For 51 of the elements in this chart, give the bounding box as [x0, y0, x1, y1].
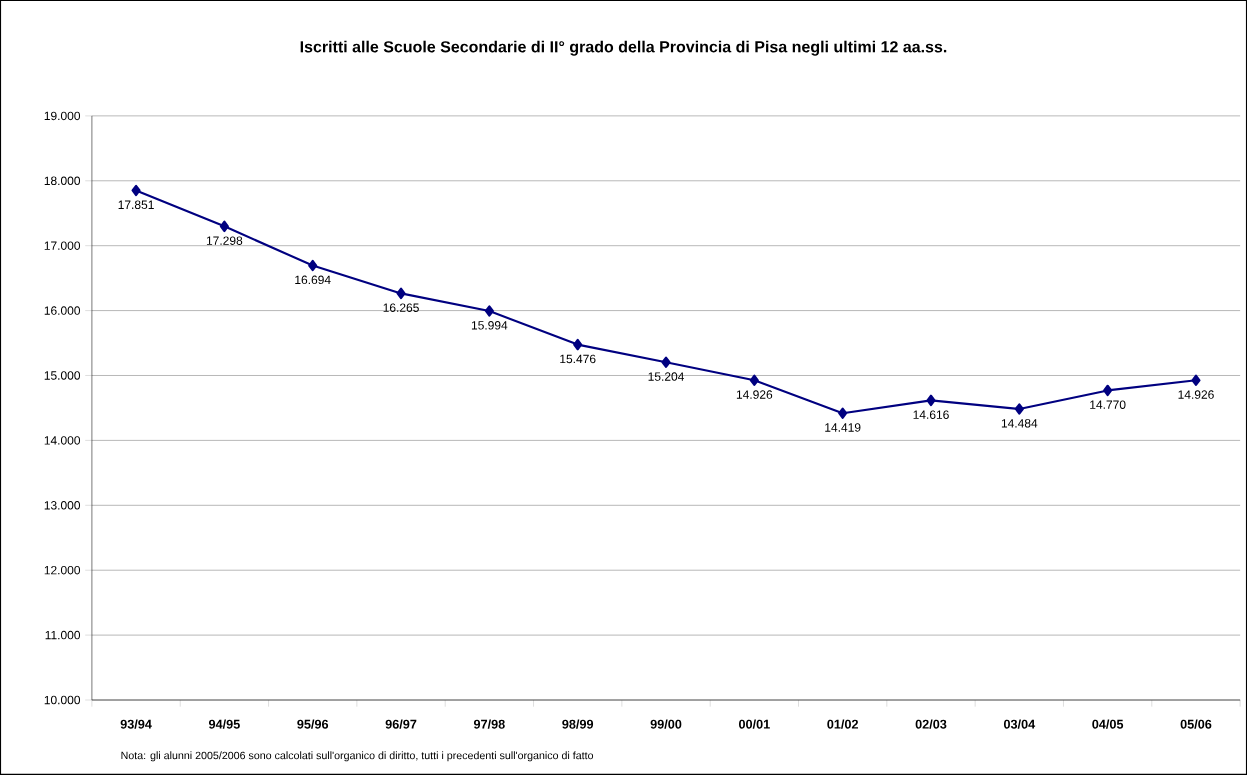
x-tick-label: 96/97 — [385, 719, 417, 729]
x-tick-label: 02/03 — [915, 719, 947, 729]
y-tick-label: 13.000 — [44, 501, 81, 510]
point — [1103, 384, 1113, 397]
point — [926, 394, 936, 407]
x-tick-label: 04/05 — [1092, 719, 1124, 729]
data-label: 15.994 — [471, 321, 508, 330]
y-tick-label: 17.000 — [44, 241, 81, 250]
data-label: 15.476 — [560, 354, 596, 364]
data-label: 15.204 — [648, 372, 685, 381]
point — [396, 287, 406, 300]
data-label: 14.926 — [736, 390, 773, 399]
data-label: 14.484 — [1001, 419, 1038, 428]
y-tick-label: 14.000 — [44, 436, 81, 445]
x-tick-label: 01/02 — [827, 719, 859, 729]
data-label: 14.419 — [825, 423, 861, 432]
x-tick-label: 94/95 — [208, 719, 240, 729]
data-label: 16.265 — [383, 303, 419, 312]
y-tick-label: 10.000 — [44, 695, 81, 705]
y-tick-label: 16.000 — [44, 306, 81, 315]
x-tick-label: 03/04 — [1003, 719, 1036, 729]
y-tick-label: 12.000 — [44, 565, 81, 575]
y-tick-label: 19.000 — [44, 111, 81, 121]
data-label: 17.851 — [118, 200, 154, 210]
data-label: 14.770 — [1090, 400, 1126, 410]
x-tick-label: 93/94 — [120, 719, 152, 729]
data-label: 17.298 — [206, 236, 243, 245]
y-tick-label: 11.000 — [45, 630, 81, 640]
x-tick-label: 99/00 — [650, 719, 682, 729]
x-tick-label: 95/96 — [297, 719, 329, 729]
chart-title: Iscritti alle Scuole Secondarie di II° grado della Provincia di Pisa negli ultimi 12 aa.ss. — [300, 40, 947, 56]
x-tick-label: 98/99 — [562, 719, 594, 729]
point — [838, 407, 848, 419]
point — [1191, 374, 1201, 387]
data-label: 14.926 — [1178, 390, 1214, 399]
y-tick-label: 15.000 — [44, 371, 81, 380]
point — [131, 184, 141, 197]
point — [219, 220, 229, 233]
point — [749, 374, 759, 387]
data-label: 16.694 — [295, 275, 331, 285]
text: Nota: gli alunni 2005/2006 sono calcolati sull'organico di diritto, tutti i precedenti sull'organico di fatto — [121, 751, 594, 762]
y-tick-label: 18.000 — [44, 176, 81, 186]
data-label: 14.616 — [913, 410, 949, 420]
x-tick-label: 97/98 — [473, 719, 505, 729]
point — [484, 305, 494, 317]
point — [661, 356, 671, 369]
point — [573, 338, 583, 351]
point — [308, 259, 318, 272]
x-tick-label: 00/01 — [738, 719, 770, 729]
x-tick-label: 05/06 — [1180, 719, 1212, 729]
point — [1014, 403, 1024, 415]
